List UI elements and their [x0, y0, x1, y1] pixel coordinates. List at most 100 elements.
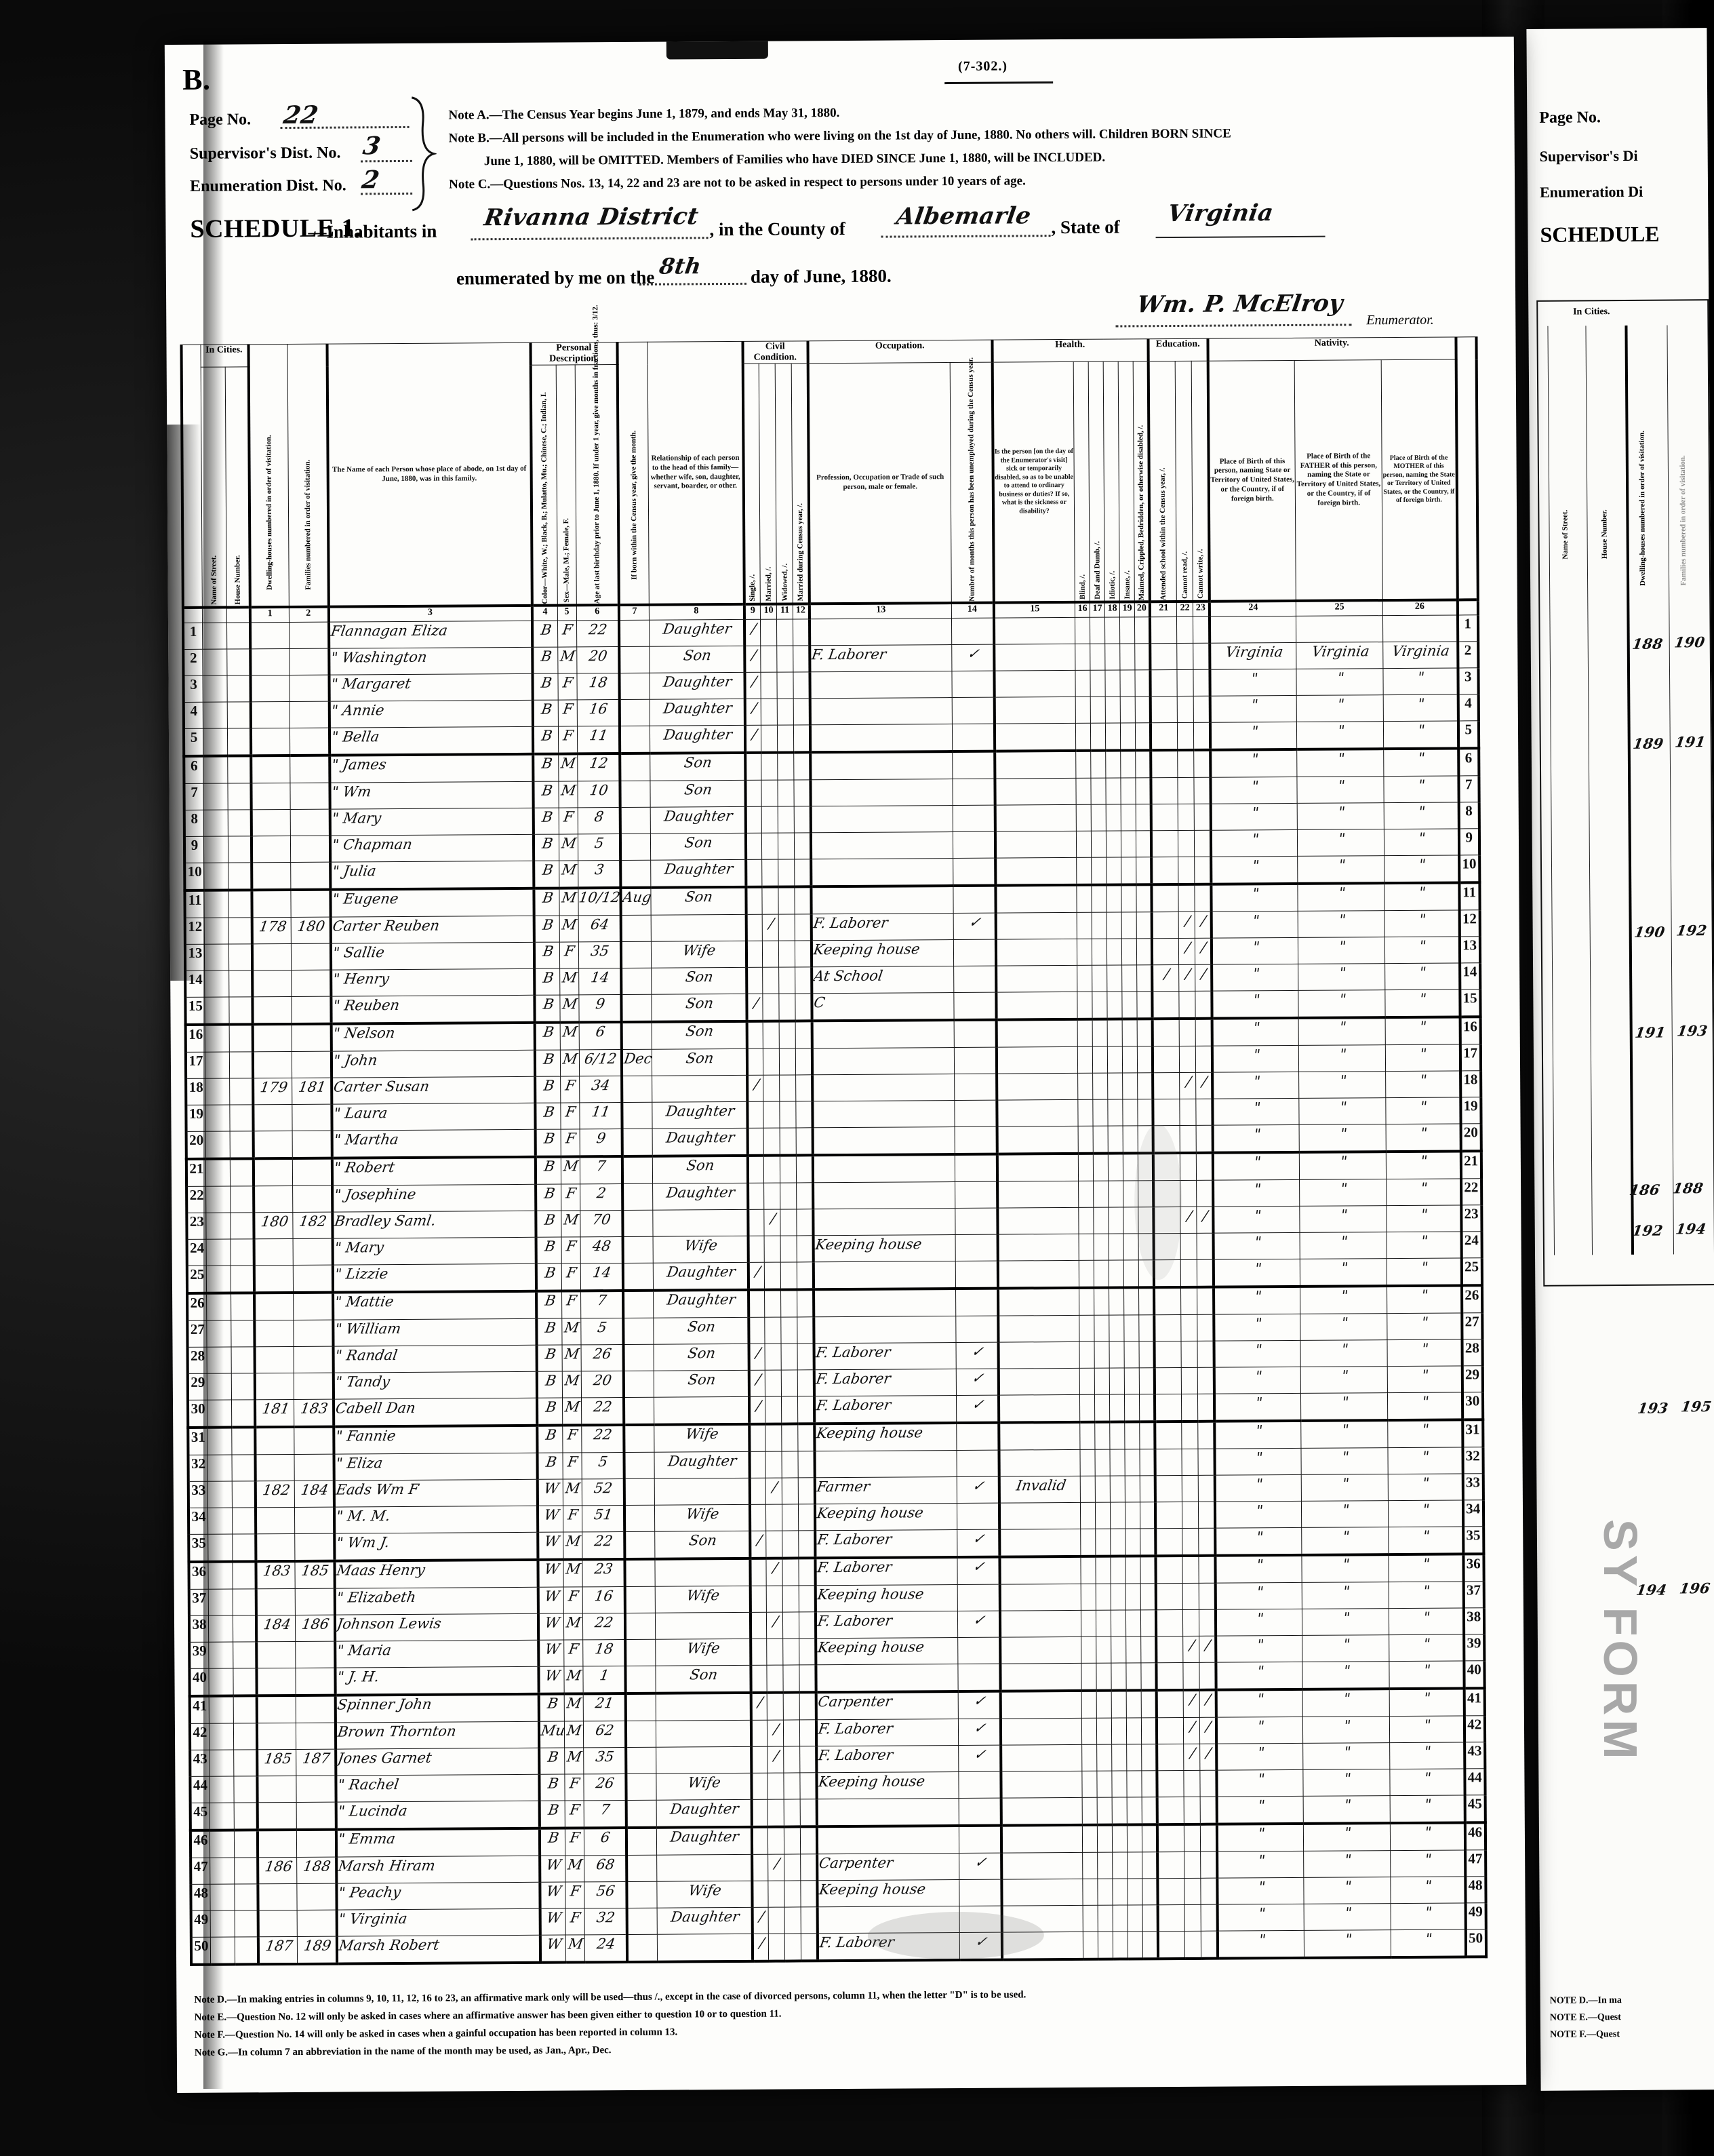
table-cell-dwelling	[249, 809, 293, 836]
table-cell-color: W	[538, 1935, 568, 1963]
table-cell-name: " Reuben	[328, 995, 537, 1024]
colnum-3: 3	[328, 605, 532, 623]
table-cell-blank	[1135, 750, 1151, 778]
table-cell-color: B	[531, 834, 561, 861]
table-cell-blank	[1140, 1502, 1155, 1529]
table-cell-born	[622, 1505, 657, 1532]
table-cell-n: 49	[1465, 1902, 1486, 1929]
table-cell-n: 31	[1462, 1419, 1483, 1447]
table-cell-dwelling	[252, 1373, 296, 1400]
table-cell-color: W	[536, 1666, 566, 1694]
cannot-write-header: Cannot write, /.	[1196, 549, 1205, 599]
table-cell-occupation: F. Laborer	[812, 1529, 960, 1559]
page-no-rule	[280, 125, 410, 130]
table-cell-dwelling	[249, 783, 293, 810]
table-cell-blank	[230, 1185, 254, 1213]
table-cell-school	[1149, 830, 1180, 857]
table-cell-blank	[1124, 1341, 1140, 1368]
table-cell-family	[289, 996, 334, 1025]
table-cell-blank	[1111, 1556, 1126, 1584]
table-cell-bpm: "	[1382, 855, 1462, 884]
table-cell-occupation	[810, 1100, 957, 1128]
table-cell-blank	[226, 675, 251, 703]
table-cell-age: 26	[581, 1773, 629, 1801]
table-cell-blank	[1090, 723, 1106, 751]
table-cell-blank	[231, 1454, 256, 1482]
color-header-cell: Color—White, W.; Black, B.; Mulatto, Mu.…	[530, 365, 557, 606]
table-cell-blank	[1094, 1422, 1111, 1450]
table-cell-family: 184	[292, 1481, 336, 1508]
table-cell-name: " Bella	[327, 726, 535, 756]
table-cell-blank	[228, 996, 253, 1025]
table-cell-occupation	[812, 1316, 959, 1344]
table-cell-bp: "	[1210, 1072, 1301, 1099]
table-cell-n: 36	[1463, 1554, 1484, 1582]
table-cell-bpf: "	[1298, 1232, 1389, 1259]
table-cell-n: 13	[184, 944, 205, 971]
table-cell-blank	[1109, 1314, 1125, 1342]
table-cell-sick	[998, 1690, 1084, 1719]
table-cell-blank	[1109, 1259, 1124, 1288]
table-cell-blank	[1136, 777, 1151, 804]
table-cell-blank	[1136, 912, 1152, 939]
table-cell-sick	[999, 1932, 1085, 1960]
table-cell-n: 3	[183, 675, 203, 703]
table-cell-n: 5	[183, 728, 203, 756]
table-cell-sick	[999, 1905, 1085, 1933]
table-cell-blank	[1123, 1233, 1139, 1260]
table-cell-blank	[1109, 1422, 1125, 1450]
table-cell-bpf: "	[1296, 1071, 1388, 1099]
table-cell-bp: "	[1212, 1527, 1304, 1556]
table-cell-bpm: "	[1388, 1795, 1467, 1824]
table-cell-name: " Lucinda	[334, 1801, 542, 1830]
table-cell-family	[293, 1588, 337, 1615]
table-cell-n: 8	[1458, 802, 1479, 829]
table-cell-born	[624, 1881, 660, 1908]
table-cell-unemp	[949, 618, 996, 645]
table-cell-blank	[1140, 1475, 1155, 1502]
table-cell-bp: "	[1210, 1124, 1302, 1153]
table-cell-blank	[1097, 1797, 1113, 1825]
note-b-line1: Note B.—All persons will be included in …	[448, 126, 1231, 146]
table-cell-blank	[1075, 697, 1091, 724]
table-cell-family	[292, 1426, 336, 1455]
table-cell-blank	[1106, 778, 1121, 805]
table-cell-bpm	[1380, 614, 1460, 642]
table-cell-blank	[1122, 1072, 1138, 1100]
table-cell-bpf: Virginia	[1294, 642, 1385, 669]
table-cell-unemp	[953, 1154, 999, 1182]
table-cell-blank	[1107, 884, 1122, 913]
table-cell-n: 17	[1460, 1044, 1481, 1071]
table-cell-occupation: At School	[809, 966, 956, 994]
table-cell-school	[1149, 884, 1181, 912]
table-cell-n: 42	[1464, 1715, 1485, 1742]
table-cell-school	[1149, 938, 1181, 965]
table-cell-bpf: "	[1301, 1823, 1393, 1851]
table-cell-dwelling	[252, 1292, 296, 1320]
colnum-5: 5	[557, 605, 577, 621]
table-cell-n: 18	[1460, 1070, 1481, 1097]
table-cell-born	[617, 620, 652, 647]
table-cell-born	[618, 915, 654, 942]
idiotic-header: Idiotic, /.	[1108, 570, 1117, 600]
table-cell-blank	[1109, 1287, 1124, 1316]
table-cell-bpm: "	[1385, 1312, 1464, 1340]
table-cell-blank	[1120, 750, 1136, 779]
table-cell-n: 1	[1457, 614, 1478, 642]
table-cell-color: B	[532, 995, 562, 1023]
table-cell-age: 48	[578, 1236, 625, 1263]
table-cell-dwelling	[255, 1776, 298, 1803]
table-cell-occupation: F. Laborer	[809, 913, 956, 941]
scanner-watermark-text: SY FORM	[1594, 1519, 1647, 1763]
right-note-e: NOTE E.—Quest	[1549, 2012, 1621, 2023]
sex-header: Sex—Male, M.; Female, F.	[562, 517, 571, 603]
table-cell-n: 18	[186, 1078, 205, 1105]
table-cell-occupation: Keeping house	[812, 1422, 959, 1451]
table-cell-age: 9	[577, 1129, 624, 1157]
table-cell-blank	[1096, 1744, 1113, 1771]
table-cell-name: Johnson Lewis	[332, 1613, 540, 1642]
table-cell-sick	[993, 778, 1079, 806]
table-cell-bp: "	[1209, 937, 1300, 965]
table-cell-name: " Wm J.	[332, 1532, 540, 1561]
table-cell-dwelling	[253, 1533, 297, 1562]
